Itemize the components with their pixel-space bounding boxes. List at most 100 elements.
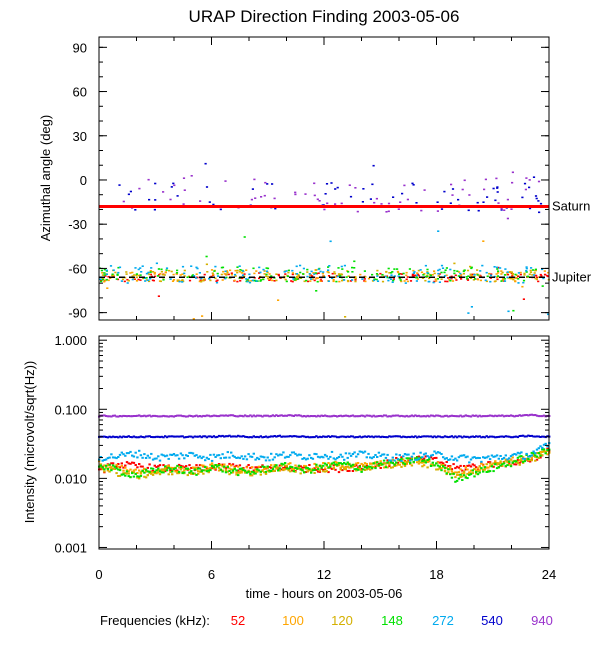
intensity-point-148	[416, 456, 419, 459]
intensity-point-100	[327, 462, 330, 464]
azimuth-point-120	[333, 271, 336, 273]
azimuth-point-52	[511, 274, 514, 277]
azimuth-point-148	[103, 268, 106, 271]
azimuth-point-52	[413, 274, 416, 277]
intensity-point-148	[459, 473, 462, 476]
intensity-point-940	[181, 415, 184, 418]
intensity-point-940	[136, 414, 139, 417]
intensity-point-272	[520, 451, 523, 454]
intensity-point-148	[330, 462, 334, 465]
intensity-point-100	[176, 470, 179, 473]
intensity-point-272	[400, 460, 403, 462]
intensity-point-272	[197, 456, 200, 459]
azimuth-point-148	[463, 269, 466, 271]
intensity-point-148	[113, 465, 116, 468]
intensity-point-100	[341, 464, 344, 467]
azimuth-point-52	[479, 275, 482, 278]
intensity-point-148	[243, 469, 247, 472]
intensity-point-100	[150, 471, 153, 474]
intensity-point-940	[165, 415, 169, 418]
intensity-point-540	[223, 435, 226, 438]
intensity-point-540	[367, 435, 370, 438]
azimuth-point-120	[152, 271, 155, 273]
azimuth-point-100	[171, 280, 175, 282]
intensity-point-272	[396, 458, 400, 461]
intensity-point-272	[263, 456, 266, 459]
intensity-point-100	[442, 464, 445, 466]
intensity-point-100	[270, 464, 273, 467]
intensity-point-120	[207, 471, 210, 474]
intensity-point-148	[358, 465, 361, 468]
azimuth-point-940	[313, 194, 316, 197]
azimuth-point-272	[214, 265, 217, 268]
intensity-point-540	[443, 435, 447, 438]
intensity-point-940	[407, 415, 410, 418]
intensity-point-940	[521, 414, 525, 417]
intensity-point-100	[520, 457, 523, 460]
intensity-point-100	[151, 471, 155, 474]
azimuth-point-100	[212, 273, 215, 276]
intensity-point-120	[487, 469, 490, 472]
azimuth-y-tick-label: 30	[73, 129, 87, 144]
azimuth-point-52	[379, 272, 382, 275]
intensity-point-940	[138, 414, 141, 417]
intensity-point-540	[363, 435, 367, 438]
azimuth-point-120	[168, 269, 171, 272]
intensity-point-148	[316, 468, 320, 471]
intensity-point-940	[419, 415, 422, 418]
intensity-point-272	[356, 453, 360, 456]
azimuth-point-120	[125, 271, 128, 273]
azimuth-point-100	[179, 274, 182, 276]
azimuth-point-540	[492, 187, 495, 190]
azimuth-point-272	[147, 271, 150, 274]
intensity-point-148	[435, 462, 438, 465]
intensity-point-100	[388, 461, 391, 464]
azimuth-point-540	[528, 207, 532, 210]
intensity-point-540	[438, 435, 441, 438]
intensity-point-100	[410, 457, 414, 460]
azimuth-point-940	[348, 184, 351, 186]
intensity-point-940	[532, 414, 535, 417]
intensity-point-272	[219, 457, 222, 460]
azimuth-point-120	[283, 275, 286, 278]
intensity-point-120	[287, 469, 290, 472]
intensity-point-120	[277, 466, 280, 469]
intensity-point-540	[296, 435, 299, 438]
intensity-point-148	[197, 467, 200, 470]
azimuth-point-272	[178, 280, 181, 283]
intensity-point-148	[398, 459, 401, 461]
intensity-point-540	[490, 435, 494, 438]
intensity-point-100	[362, 464, 365, 466]
intensity-point-100	[205, 466, 209, 469]
intensity-point-540	[436, 435, 440, 438]
azimuth-point-540	[521, 196, 524, 199]
azimuth-point-120	[523, 272, 526, 275]
azimuth-point-940	[326, 202, 329, 205]
intensity-point-540	[516, 436, 520, 439]
intensity-point-940	[320, 414, 323, 417]
intensity-point-100	[207, 467, 210, 470]
intensity-point-540	[139, 435, 143, 438]
azimuth-point-100	[153, 273, 156, 275]
intensity-point-120	[475, 472, 478, 475]
intensity-point-272	[412, 452, 415, 455]
intensity-point-540	[226, 435, 229, 438]
intensity-point-52	[301, 466, 304, 469]
intensity-point-100	[217, 469, 221, 472]
azimuth-point-148	[375, 273, 379, 275]
intensity-point-148	[235, 469, 238, 472]
azimuth-point-100	[149, 270, 152, 272]
intensity-point-540	[541, 435, 544, 438]
azimuth-point-100	[406, 280, 409, 283]
intensity-point-272	[249, 455, 252, 458]
intensity-point-540	[195, 435, 198, 438]
intensity-point-148	[379, 462, 382, 465]
azimuth-point-100	[321, 272, 324, 275]
azimuth-point-100	[420, 271, 424, 274]
intensity-point-272	[287, 455, 290, 458]
azimuth-point-148	[100, 269, 103, 272]
intensity-point-148	[445, 472, 448, 475]
intensity-point-272	[155, 457, 158, 460]
intensity-point-940	[348, 415, 351, 418]
